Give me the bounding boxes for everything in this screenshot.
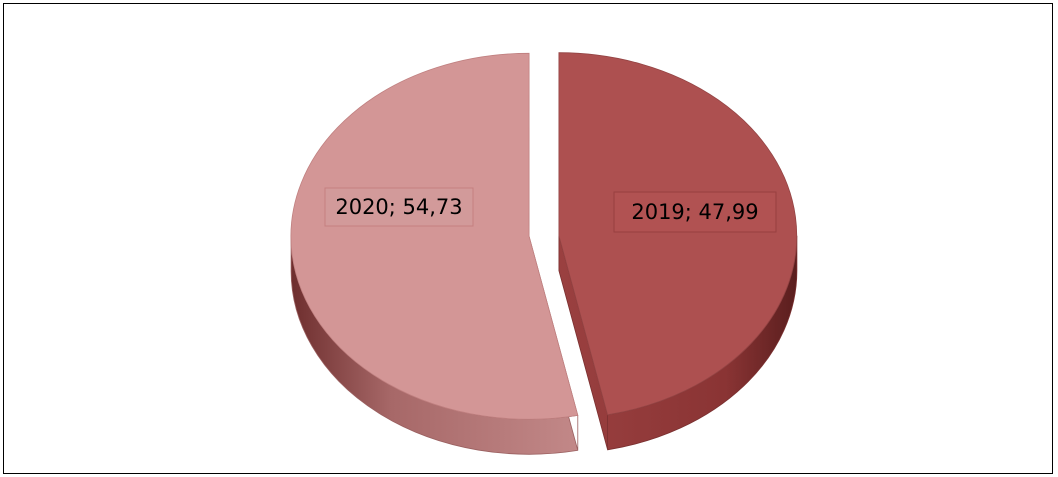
slice-2019 — [558, 52, 798, 451]
data-label-2020: 2020; 54,73 — [324, 187, 474, 227]
data-label-2019-text: 2019; 47,99 — [631, 200, 758, 224]
slice-2019-top — [558, 52, 798, 416]
chart-frame: 2020; 54,73 2019; 47,99 — [3, 3, 1053, 474]
data-label-2020-text: 2020; 54,73 — [335, 195, 462, 219]
slice-2020-top — [290, 52, 579, 420]
pie-chart: 2020; 54,73 2019; 47,99 — [290, 52, 798, 455]
slice-2020 — [290, 52, 579, 455]
data-label-2019: 2019; 47,99 — [613, 191, 777, 233]
